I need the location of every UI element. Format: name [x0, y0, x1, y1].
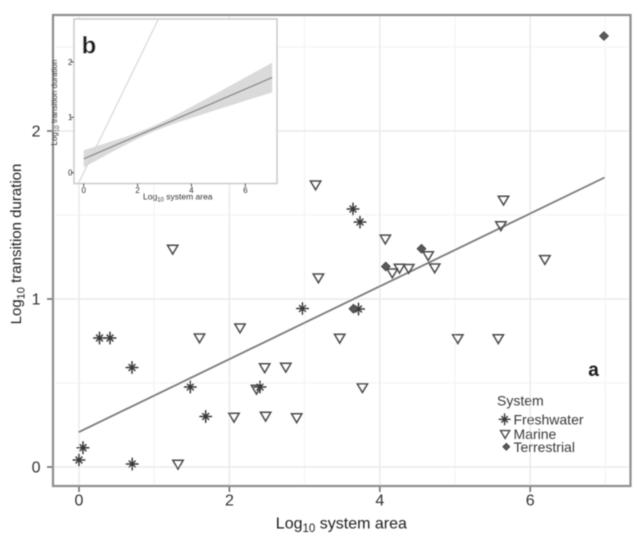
svg-text:0: 0: [81, 186, 86, 195]
svg-text:Log10 system area: Log10 system area: [276, 516, 407, 536]
svg-text:6: 6: [243, 186, 248, 195]
svg-text:Terrestrial: Terrestrial: [514, 439, 575, 455]
svg-text:b: b: [82, 33, 97, 60]
svg-text:0: 0: [75, 493, 84, 510]
svg-text:System: System: [497, 393, 544, 409]
svg-text:2: 2: [32, 124, 41, 141]
svg-text:Log10 system area: Log10 system area: [143, 192, 213, 204]
svg-text:0: 0: [68, 169, 73, 178]
svg-text:a: a: [588, 360, 599, 381]
svg-text:4: 4: [189, 186, 194, 195]
svg-text:1: 1: [32, 292, 41, 309]
svg-text:Freshwater: Freshwater: [514, 411, 584, 427]
svg-text:2: 2: [68, 58, 73, 67]
svg-text:2: 2: [135, 186, 140, 195]
svg-text:6: 6: [526, 493, 535, 510]
svg-text:4: 4: [375, 493, 384, 510]
svg-text:2: 2: [225, 493, 234, 510]
svg-text:1: 1: [68, 113, 73, 122]
svg-text:Marine: Marine: [514, 426, 557, 442]
svg-text:Log10 transition duration: Log10 transition duration: [8, 164, 27, 325]
svg-text:0: 0: [32, 460, 41, 477]
svg-text:Log10 transition duration: Log10 transition duration: [50, 60, 61, 146]
